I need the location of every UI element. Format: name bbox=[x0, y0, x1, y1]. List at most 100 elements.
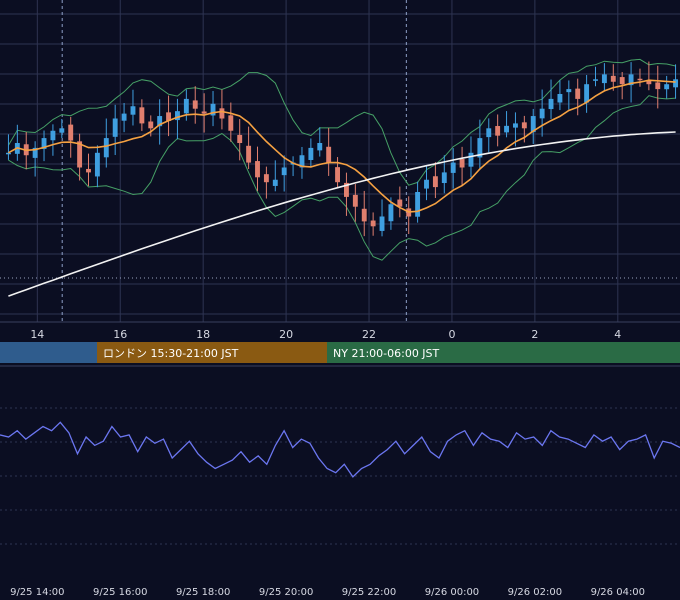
candle-body bbox=[513, 123, 518, 128]
candle-body bbox=[539, 108, 545, 119]
session-segment bbox=[0, 342, 97, 363]
candlesticks bbox=[6, 61, 678, 237]
short-ma-line bbox=[8, 79, 676, 213]
candle-body bbox=[166, 112, 171, 121]
session-bar: ロンドン 15:30-21:00 JST NY 21:00-06:00 JST bbox=[0, 342, 680, 363]
candle-body bbox=[477, 138, 483, 158]
candle-body bbox=[655, 82, 661, 90]
candle-body bbox=[486, 128, 492, 138]
date-tick-label: 9/25 20:00 bbox=[259, 587, 313, 598]
date-tick-label: 9/26 02:00 bbox=[508, 587, 562, 598]
candle-body bbox=[59, 128, 65, 133]
candle-body bbox=[432, 176, 438, 188]
date-tick-label: 9/25 16:00 bbox=[93, 587, 147, 598]
x-tick-label: 18 bbox=[196, 328, 210, 341]
candle-body bbox=[86, 168, 91, 173]
x-tick-label: 4 bbox=[614, 328, 621, 341]
candle-body bbox=[361, 208, 367, 222]
candle-body bbox=[495, 126, 501, 136]
x-tick-label: 20 bbox=[279, 328, 293, 341]
candle-body bbox=[584, 84, 590, 103]
candle-body bbox=[566, 89, 572, 93]
candle-body bbox=[557, 94, 563, 103]
candle-body bbox=[121, 113, 127, 121]
bollinger-upper-line bbox=[7, 58, 676, 186]
candle-body bbox=[139, 107, 145, 124]
candle-body bbox=[130, 106, 136, 115]
session-segment bbox=[327, 342, 680, 363]
x-tick-label: 16 bbox=[113, 328, 127, 341]
candle-body bbox=[103, 138, 109, 158]
candle-body bbox=[344, 182, 349, 197]
candle-body bbox=[601, 74, 607, 84]
candle-body bbox=[370, 220, 376, 227]
x-tick-label: 0 bbox=[448, 328, 455, 341]
date-tick-label: 9/25 22:00 bbox=[342, 587, 396, 598]
oscillator-line bbox=[0, 421, 680, 478]
candle-body bbox=[424, 179, 429, 189]
candle-body bbox=[272, 179, 278, 186]
candle-body bbox=[255, 161, 260, 178]
candle-body bbox=[530, 116, 536, 133]
candle-body bbox=[228, 115, 234, 131]
session-segment bbox=[97, 342, 327, 363]
candle-body bbox=[397, 199, 403, 207]
x-tick-label: 22 bbox=[362, 328, 376, 341]
candle-body bbox=[157, 116, 163, 127]
session-label: ロンドン 15:30-21:00 JST bbox=[103, 347, 239, 360]
candle-body bbox=[593, 79, 598, 81]
session-label: NY 21:00-06:00 JST bbox=[333, 347, 440, 360]
candle-body bbox=[450, 162, 456, 173]
candle-body bbox=[6, 152, 11, 155]
candle-body bbox=[637, 78, 643, 81]
candle-body bbox=[664, 84, 670, 90]
candle-body bbox=[263, 174, 269, 183]
candle-body bbox=[575, 88, 581, 99]
bollinger-bands bbox=[7, 58, 676, 261]
candle-body bbox=[335, 167, 340, 183]
candle-body bbox=[459, 159, 465, 168]
candle-body bbox=[175, 111, 180, 121]
candle-body bbox=[201, 111, 207, 114]
oscillator-panel bbox=[0, 365, 680, 545]
candle-body bbox=[352, 194, 358, 207]
candle-body bbox=[415, 192, 421, 217]
price-x-axis: 14 16 18 20 22 0 2 4 bbox=[30, 328, 621, 341]
candle-body bbox=[183, 98, 189, 114]
oscillator-x-axis: 9/25 14:00 9/25 16:00 9/25 18:00 9/25 20:00… bbox=[10, 587, 645, 598]
candle-body bbox=[94, 152, 100, 177]
candle-body bbox=[646, 80, 652, 85]
long-ma-line bbox=[8, 131, 676, 297]
candle-body bbox=[148, 121, 154, 129]
date-tick-label: 9/25 18:00 bbox=[176, 587, 230, 598]
bollinger-lower-line bbox=[8, 95, 676, 261]
candle-body bbox=[628, 74, 634, 86]
candle-body bbox=[246, 145, 252, 163]
candle-body bbox=[32, 147, 38, 158]
candle-body bbox=[619, 77, 625, 85]
candle-body bbox=[548, 98, 554, 110]
candle-body bbox=[112, 118, 118, 137]
candle-body bbox=[68, 124, 74, 141]
candle-body bbox=[237, 134, 243, 143]
date-tick-label: 9/26 00:00 bbox=[425, 587, 479, 598]
candle-body bbox=[441, 172, 447, 184]
candle-body bbox=[299, 155, 305, 168]
x-tick-label: 2 bbox=[531, 328, 538, 341]
candle-body bbox=[41, 138, 47, 149]
candle-body bbox=[219, 108, 225, 119]
candle-body bbox=[210, 103, 216, 116]
candle-body bbox=[77, 141, 83, 168]
candle-body bbox=[317, 143, 323, 151]
date-tick-label: 9/25 14:00 bbox=[10, 587, 64, 598]
candle-body bbox=[673, 79, 678, 88]
candle-body bbox=[521, 122, 527, 129]
candle-body bbox=[308, 147, 314, 161]
candle-body bbox=[192, 100, 198, 109]
moving-averages bbox=[8, 79, 676, 297]
candle-body bbox=[610, 75, 616, 82]
candle-body bbox=[326, 146, 332, 163]
date-tick-label: 9/26 04:00 bbox=[591, 587, 645, 598]
candle-body bbox=[468, 152, 474, 167]
